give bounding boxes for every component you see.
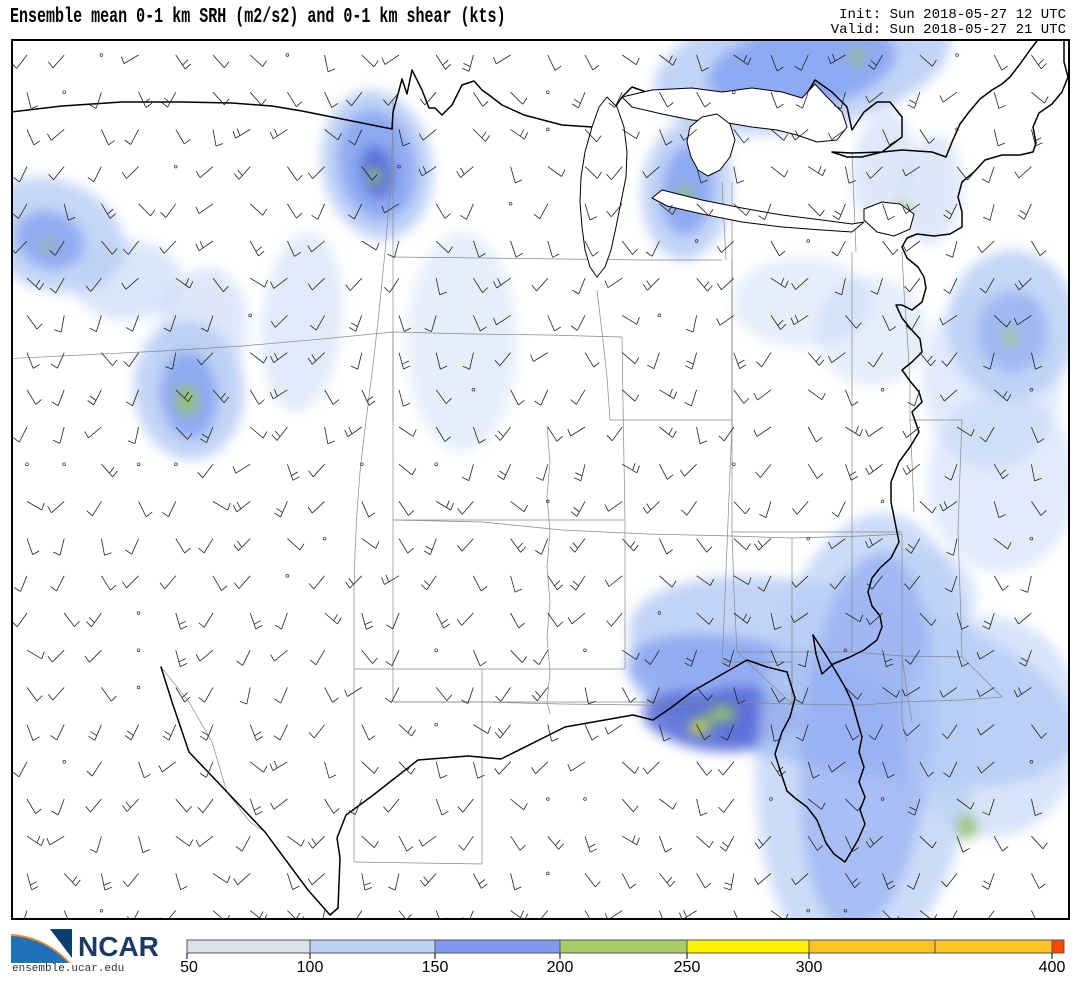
svg-text:ensemble.ucar.edu: ensemble.ucar.edu [12,963,124,973]
svg-text:400: 400 [1039,959,1066,976]
svg-text:250: 250 [674,959,701,976]
svg-text:100: 100 [297,959,324,976]
svg-text:300: 300 [796,959,823,976]
svg-text:NCAR: NCAR [78,931,159,962]
svg-text:200: 200 [547,959,574,976]
svg-text:50: 50 [180,959,198,976]
svg-text:150: 150 [422,959,449,976]
